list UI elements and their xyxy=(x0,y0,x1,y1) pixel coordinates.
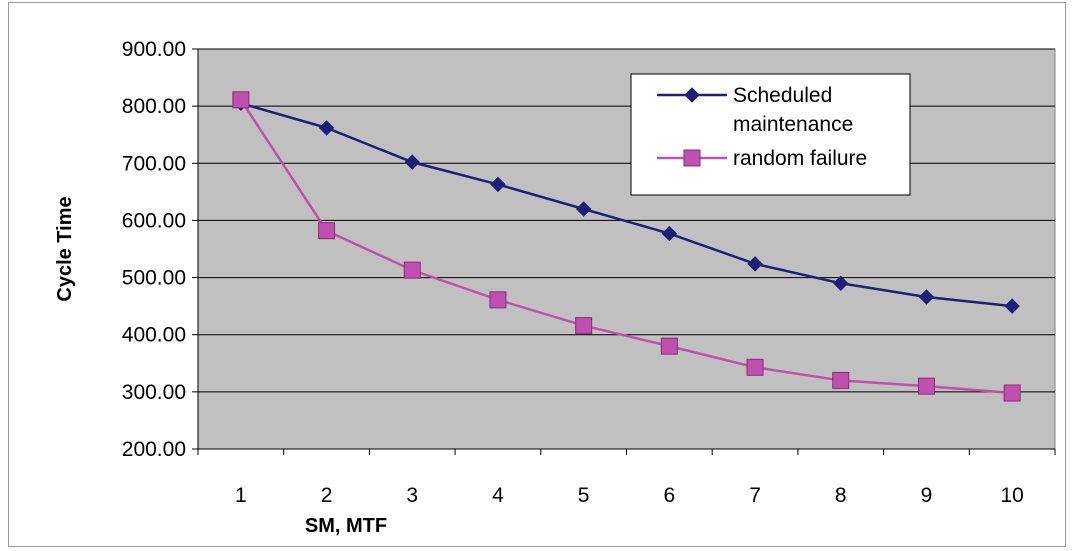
data-point xyxy=(233,92,249,108)
y-tick-label: 800.00 xyxy=(122,95,186,118)
legend-label: random failure xyxy=(733,147,867,170)
data-point xyxy=(833,372,849,388)
y-tick-label: 700.00 xyxy=(122,152,186,175)
data-point xyxy=(1004,385,1020,401)
x-tick-label: 5 xyxy=(578,484,590,507)
y-tick-label: 400.00 xyxy=(122,324,186,347)
y-tick-label: 300.00 xyxy=(122,381,186,404)
legend-label: maintenance xyxy=(733,113,853,136)
x-tick-label: 2 xyxy=(321,484,333,507)
x-tick-label: 1 xyxy=(235,484,247,507)
data-point xyxy=(490,292,506,308)
x-tick-label: 9 xyxy=(921,484,933,507)
data-point xyxy=(747,359,763,375)
legend: Scheduled maintenance random failure xyxy=(631,74,910,195)
x-tick-label: 6 xyxy=(664,484,676,507)
x-tick-label: 4 xyxy=(492,484,504,507)
x-tick-label: 3 xyxy=(406,484,418,507)
x-axis-title: SM, MTF xyxy=(305,515,387,537)
x-tick-label: 10 xyxy=(1000,484,1023,507)
x-tick-label: 7 xyxy=(749,484,761,507)
data-point xyxy=(404,262,420,278)
y-tick-label: 600.00 xyxy=(122,209,186,232)
legend-label: Scheduled xyxy=(733,84,832,107)
data-point xyxy=(576,318,592,334)
data-point xyxy=(661,338,677,354)
y-tick-label: 200.00 xyxy=(122,438,186,461)
y-tick-label: 900.00 xyxy=(122,38,186,61)
x-axis-ticks: 1 2 3 4 5 6 7 8 9 10 xyxy=(235,484,1024,507)
data-point xyxy=(918,378,934,394)
y-axis-ticks: 900.00 800.00 700.00 600.00 500.00 400.00 300.… xyxy=(122,38,186,461)
data-point xyxy=(319,223,335,239)
x-tick-label: 8 xyxy=(835,484,847,507)
legend-marker xyxy=(684,150,700,166)
y-tick-label: 500.00 xyxy=(122,267,186,290)
y-axis-title: Cycle Time xyxy=(54,196,76,301)
